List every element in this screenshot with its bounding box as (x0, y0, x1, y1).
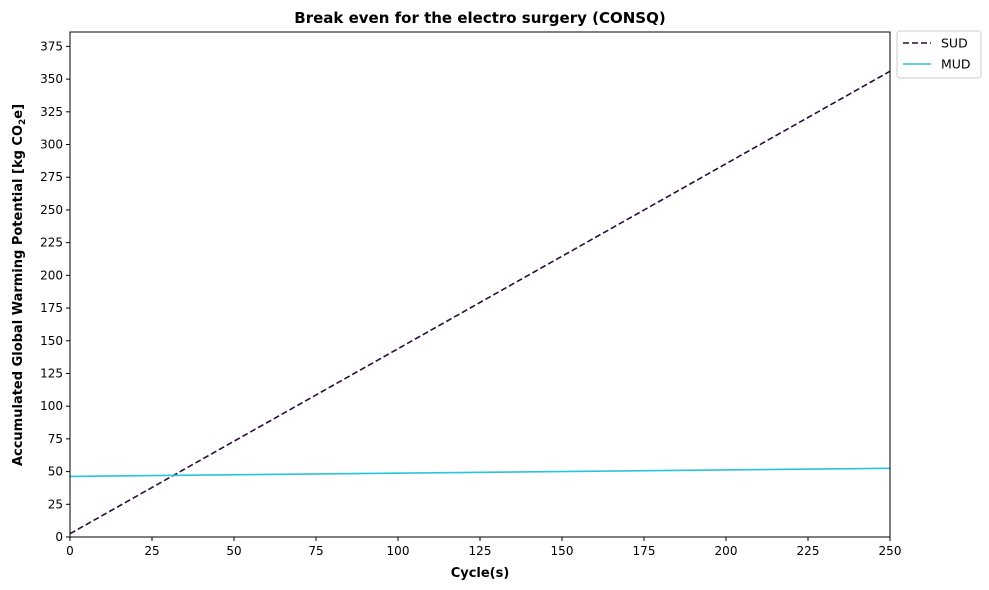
y-tick-label: 250 (40, 203, 63, 217)
y-axis: 0 25 50 75 100 125 150 175 200 225 250 275 300 325 350… (40, 39, 70, 544)
y-tick-label: 350 (40, 72, 63, 86)
y-tick-label: 50 (48, 465, 63, 479)
y-tick-label: 275 (40, 170, 63, 184)
y-tick-label: 225 (40, 236, 63, 250)
y-tick-label: 0 (55, 530, 63, 544)
x-tick-label: 200 (715, 544, 738, 558)
x-axis-title: Cycle(s) (451, 566, 510, 581)
y-tick-label: 150 (40, 334, 63, 348)
y-tick-label: 375 (40, 39, 63, 53)
y-tick-label: 75 (48, 432, 63, 446)
y-tick-label: 325 (40, 105, 63, 119)
y-tick-label: 175 (40, 301, 63, 315)
x-tick-label: 0 (66, 544, 74, 558)
x-tick-label: 50 (226, 544, 241, 558)
y-tick-label: 300 (40, 138, 63, 152)
series-lines (69, 70, 891, 535)
y-axis-title-prefix: Accumulated Global Warming Potential [kg… (11, 125, 26, 466)
chart-title: Break even for the electro surgery (CONS… (294, 9, 665, 27)
x-tick-label: 75 (308, 544, 323, 558)
x-tick-label: 25 (144, 544, 159, 558)
x-tick-label: 175 (633, 544, 656, 558)
y-tick-label: 100 (40, 399, 63, 413)
plot-frame (69, 31, 891, 538)
x-tick-label: 125 (469, 544, 492, 558)
x-axis: 0 25 50 75 100 125 150 175 200 225 250 (66, 537, 901, 558)
legend-label-sud: SUD (941, 36, 968, 51)
y-axis-title: Accumulated Global Warming Potential [kg… (11, 104, 28, 466)
series-line-sud (69, 70, 891, 535)
x-tick-label: 100 (387, 544, 410, 558)
series-line-mud (69, 467, 891, 478)
legend: SUD MUD (896, 30, 982, 79)
y-axis-title-subscript: 2 (18, 119, 28, 125)
y-tick-label: 25 (48, 497, 63, 511)
x-tick-label: 225 (797, 544, 820, 558)
y-tick-label: 125 (40, 366, 63, 380)
y-tick-label: 200 (40, 268, 63, 282)
x-tick-label: 150 (551, 544, 574, 558)
legend-label-mud: MUD (941, 57, 971, 72)
y-axis-title-suffix: e] (11, 104, 26, 119)
x-tick-label: 250 (879, 544, 902, 558)
